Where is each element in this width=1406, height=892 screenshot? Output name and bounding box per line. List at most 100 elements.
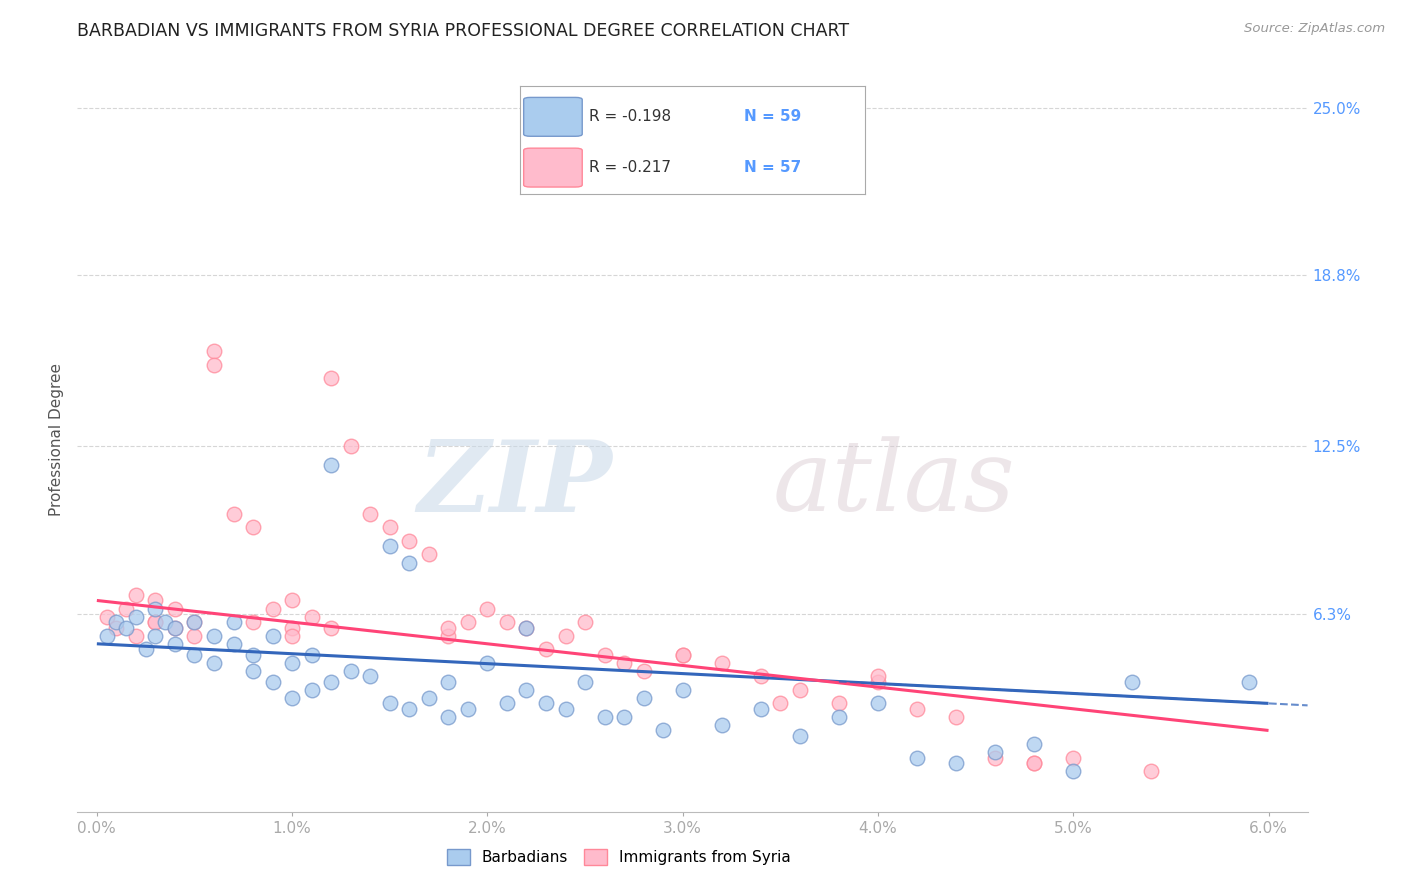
Point <box>866 669 889 683</box>
Point <box>515 621 537 635</box>
Point <box>242 520 264 534</box>
Point <box>183 629 205 643</box>
Point <box>183 615 205 629</box>
Point <box>96 629 118 643</box>
Point <box>905 750 928 764</box>
Point <box>321 371 343 385</box>
Point <box>155 615 177 629</box>
Point <box>496 615 519 629</box>
Point <box>281 621 304 635</box>
Point <box>321 458 343 472</box>
Point <box>202 344 225 359</box>
Point <box>145 629 167 643</box>
Point <box>515 621 537 635</box>
Point <box>339 439 361 453</box>
Point <box>301 682 323 697</box>
Point <box>145 615 167 629</box>
Point <box>515 682 537 697</box>
Point <box>984 745 1007 759</box>
Point <box>222 507 245 521</box>
Point <box>378 539 401 553</box>
Point <box>163 621 186 635</box>
Point <box>115 621 138 635</box>
Point <box>359 669 381 683</box>
Point <box>262 601 284 615</box>
Point <box>418 690 440 705</box>
Point <box>418 548 440 562</box>
Point <box>145 615 167 629</box>
Point <box>633 664 655 678</box>
Point <box>1062 750 1084 764</box>
Point <box>183 615 205 629</box>
Point <box>866 674 889 689</box>
Point <box>477 656 499 670</box>
Point <box>222 615 245 629</box>
Point <box>437 629 460 643</box>
Point <box>321 674 343 689</box>
Point <box>398 556 420 570</box>
Text: atlas: atlas <box>772 436 1015 532</box>
Point <box>496 697 519 711</box>
Text: ZIP: ZIP <box>418 436 613 533</box>
Point <box>301 648 323 662</box>
Point <box>866 697 889 711</box>
Point <box>378 520 401 534</box>
Point <box>769 697 792 711</box>
Point <box>281 593 304 607</box>
Point <box>710 656 733 670</box>
Point <box>222 637 245 651</box>
Point <box>984 750 1007 764</box>
Point <box>710 718 733 732</box>
Point <box>105 621 128 635</box>
Point <box>593 648 616 662</box>
Point <box>398 702 420 716</box>
Point <box>359 507 381 521</box>
Point <box>163 637 186 651</box>
Point <box>202 629 225 643</box>
Point <box>574 674 596 689</box>
Point <box>262 629 284 643</box>
Point <box>105 615 128 629</box>
Point <box>652 723 675 738</box>
Point <box>145 601 167 615</box>
Point <box>125 588 148 602</box>
Point <box>437 621 460 635</box>
Point <box>301 609 323 624</box>
Point <box>125 629 148 643</box>
Point <box>749 702 772 716</box>
Point <box>281 656 304 670</box>
Point <box>1121 674 1143 689</box>
Text: BARBADIAN VS IMMIGRANTS FROM SYRIA PROFESSIONAL DEGREE CORRELATION CHART: BARBADIAN VS IMMIGRANTS FROM SYRIA PROFE… <box>77 22 849 40</box>
Point <box>1140 764 1163 778</box>
Y-axis label: Professional Degree: Professional Degree <box>49 363 65 516</box>
Point <box>163 601 186 615</box>
Point <box>1024 737 1046 751</box>
Point <box>554 629 576 643</box>
Point <box>321 621 343 635</box>
Point <box>633 690 655 705</box>
Point <box>1024 756 1046 770</box>
Point <box>457 615 479 629</box>
Point <box>828 697 851 711</box>
Point <box>534 697 557 711</box>
Point <box>672 682 695 697</box>
Point <box>145 593 167 607</box>
Point <box>828 710 851 724</box>
Point <box>945 756 967 770</box>
Point <box>1237 674 1260 689</box>
Point <box>96 609 118 624</box>
Point <box>242 648 264 662</box>
Point <box>437 710 460 724</box>
Point <box>183 648 205 662</box>
Point <box>477 601 499 615</box>
Point <box>789 682 811 697</box>
Point <box>613 710 636 724</box>
Point <box>672 648 695 662</box>
Point <box>242 664 264 678</box>
Point <box>125 609 148 624</box>
Point <box>281 690 304 705</box>
Point <box>905 702 928 716</box>
Point <box>339 664 361 678</box>
Point <box>202 656 225 670</box>
Point <box>398 533 420 548</box>
